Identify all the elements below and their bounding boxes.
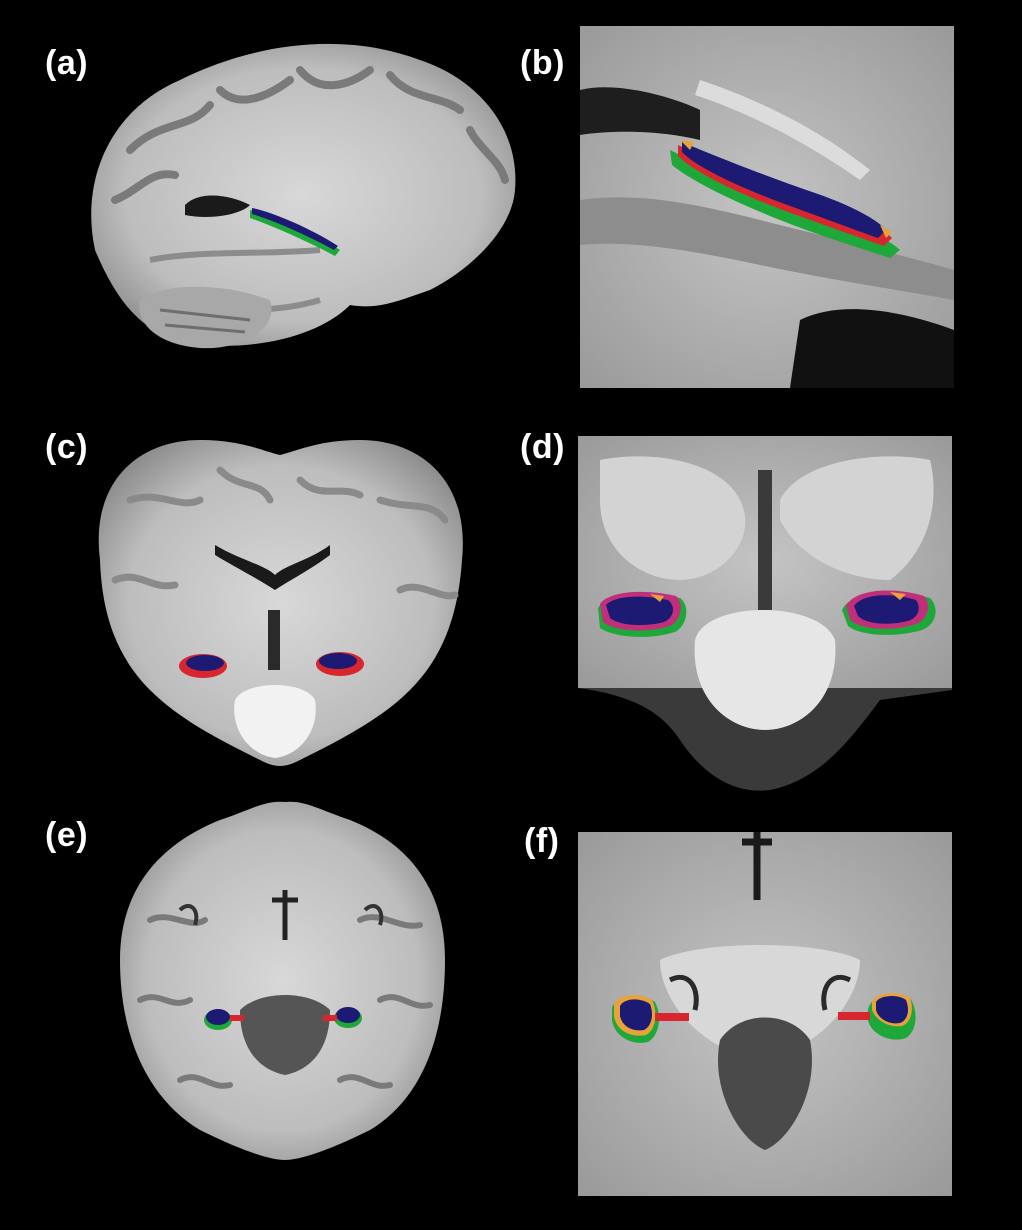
panel-label-d: (d) xyxy=(520,428,565,466)
panel-label-c: (c) xyxy=(45,428,89,466)
panel-f-axial-zoom-image xyxy=(578,832,952,1196)
panel-label-a: (a) xyxy=(45,44,89,82)
panel-label-b: (b) xyxy=(520,44,565,82)
panel-label-e: (e) xyxy=(45,816,89,854)
panel-a-sagittal-image xyxy=(91,43,516,349)
panel-d-coronal-zoom-image xyxy=(578,436,952,791)
panel-e-axial-image xyxy=(120,801,445,1160)
panel-label-f: (f) xyxy=(524,822,560,860)
panel-b-sagittal-zoom-image xyxy=(580,26,954,388)
panel-c-coronal-image xyxy=(98,440,463,766)
